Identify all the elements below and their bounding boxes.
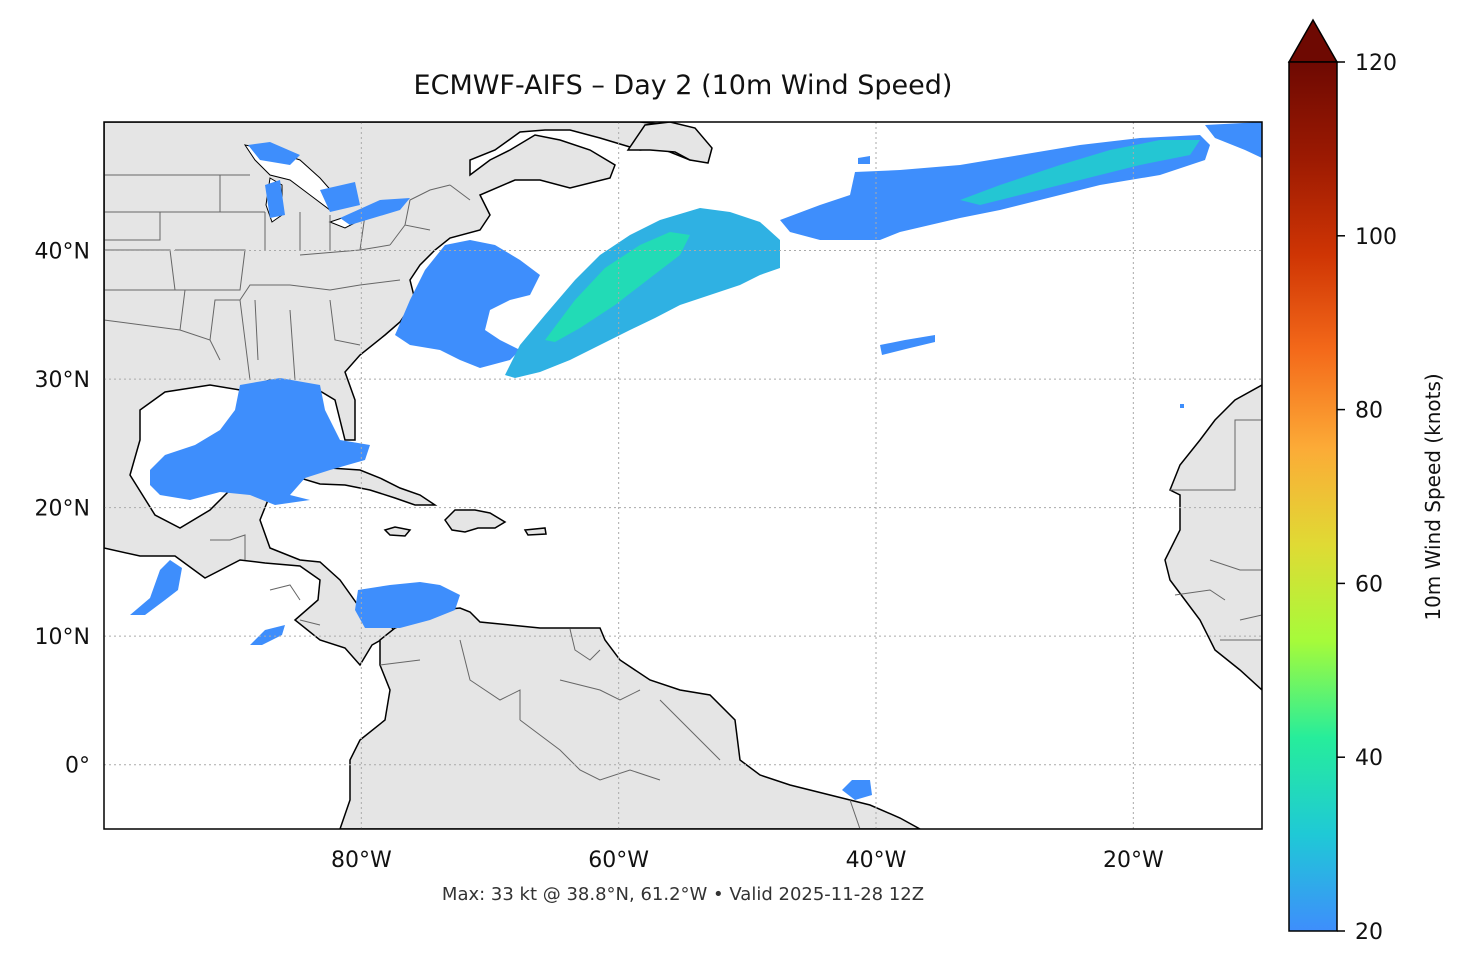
colorbar-ticks: 20 40 60 80 100 120	[1337, 51, 1397, 945]
y-axis-ticks: 0° 10°N 20°N 30°N 40°N	[35, 240, 90, 779]
y-tick-label: 30°N	[35, 368, 90, 393]
wind-region-caribbean	[355, 582, 460, 628]
wind-region-great-lakes	[248, 142, 410, 225]
hispaniola-land	[444, 509, 507, 533]
colorbar-tick-label: 20	[1355, 920, 1383, 945]
x-tick-label: 60°W	[588, 848, 649, 873]
wind-region-atlantic-core	[545, 232, 690, 342]
wind-region-gulf-of-mexico	[150, 378, 370, 505]
y-tick-label: 10°N	[35, 625, 90, 650]
cuba-land	[297, 467, 438, 506]
wind-region-pacific-west	[130, 560, 285, 645]
colorbar-tick-label: 40	[1355, 746, 1383, 771]
north-america-land	[104, 122, 712, 667]
political-borders	[104, 174, 1262, 829]
puerto-rico-land	[523, 527, 547, 536]
colorbar-tick-label: 120	[1355, 51, 1397, 76]
y-tick-label: 0°	[65, 754, 90, 779]
wind-region-north-atlantic-core	[960, 140, 1200, 205]
x-tick-label: 40°W	[846, 848, 907, 873]
map-footer: Max: 33 kt @ 38.8°N, 61.2°W • Valid 2025…	[441, 884, 925, 905]
south-america-land	[339, 607, 921, 829]
x-axis-ticks: 80°W 60°W 40°W 20°W	[331, 848, 1164, 873]
wind-region-ne-corner	[1205, 122, 1262, 158]
colorbar-label: 10m Wind Speed (knots)	[1421, 373, 1445, 620]
wind-speed-field	[130, 122, 1262, 800]
colorbar-tick-label: 80	[1355, 399, 1383, 424]
x-tick-label: 20°W	[1103, 848, 1164, 873]
map-title: ECMWF-AIFS – Day 2 (10m Wind Speed)	[413, 70, 953, 101]
colorbar-extend-arrow	[1287, 18, 1339, 63]
map-frame	[103, 121, 1263, 830]
map-gridlines	[104, 122, 1262, 829]
wind-region-us-coast	[395, 240, 540, 368]
wind-region-south-atlantic	[842, 780, 872, 800]
newfoundland-land	[626, 122, 713, 164]
africa-land	[1164, 384, 1262, 692]
jamaica-land	[383, 526, 412, 537]
colorbar-tick-label: 100	[1355, 225, 1397, 250]
x-tick-label: 80°W	[331, 848, 392, 873]
y-tick-label: 20°N	[35, 497, 90, 522]
wind-region-atlantic-main	[505, 208, 780, 378]
colorbar-tick-label: 60	[1355, 572, 1383, 597]
y-tick-label: 40°N	[35, 240, 90, 265]
colorbar-gradient	[1288, 61, 1338, 932]
